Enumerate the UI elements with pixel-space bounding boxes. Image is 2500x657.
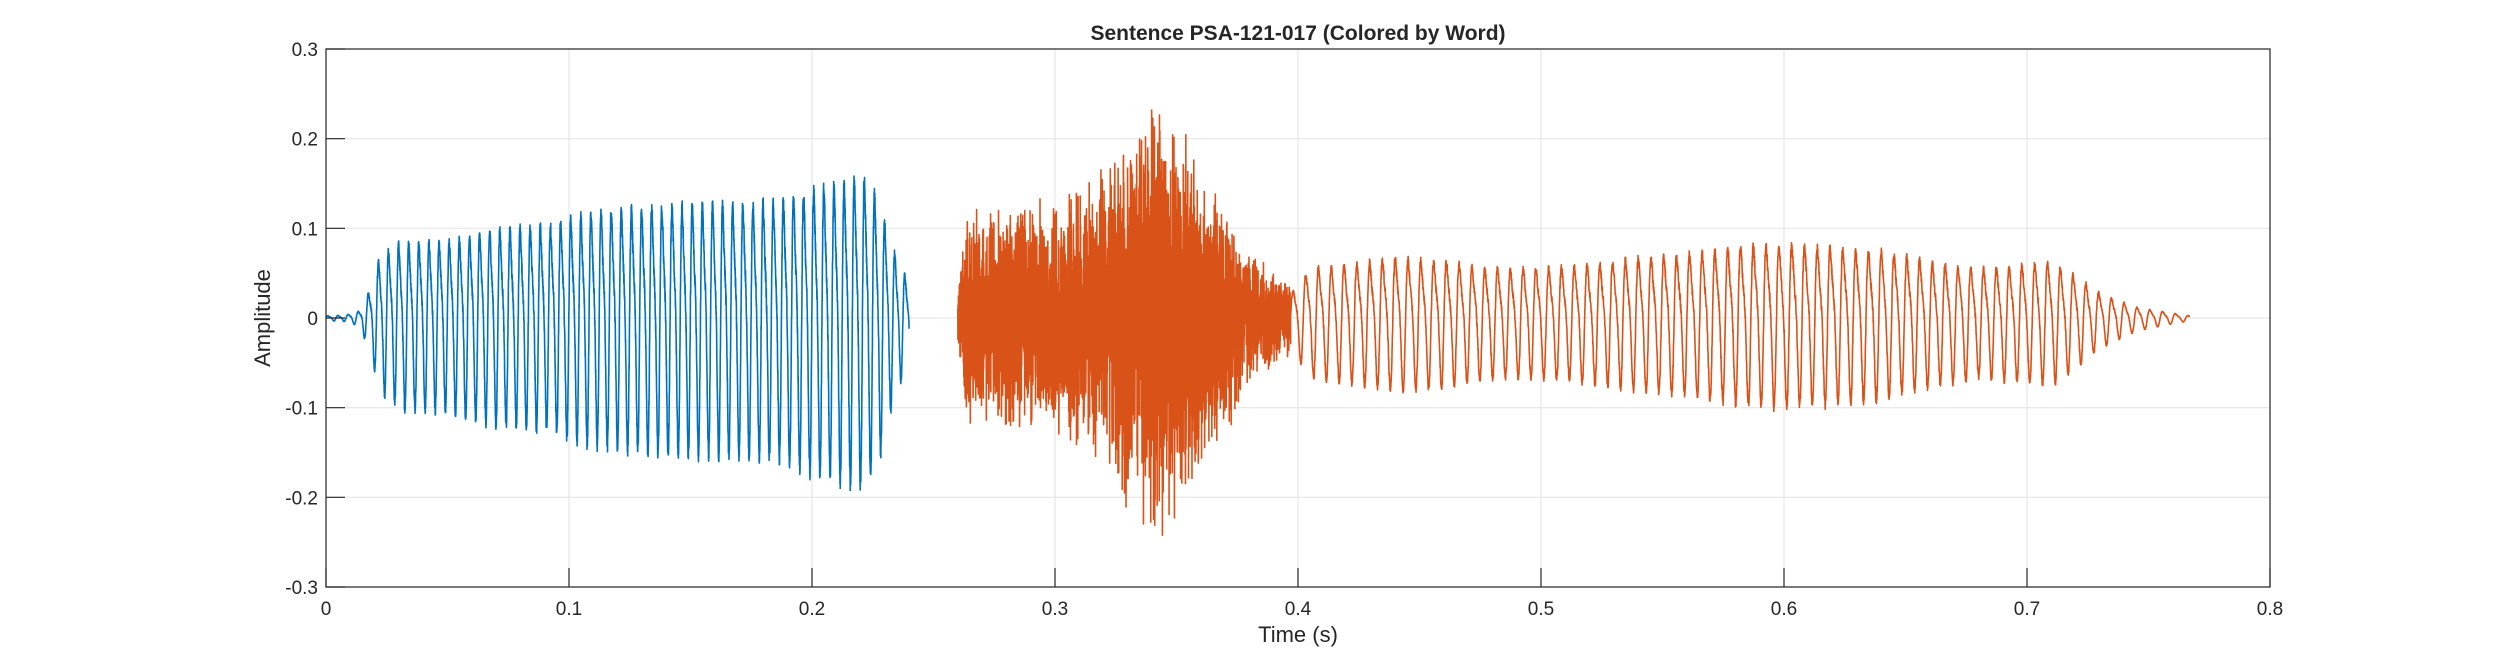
x-tick-label: 0 [321, 599, 332, 620]
x-tick-label: 0.7 [2014, 599, 2040, 620]
series-layer [325, 109, 2191, 537]
y-tick-label: 0.1 [292, 219, 318, 240]
y-tick-label: 0 [307, 309, 318, 330]
axes [325, 48, 2271, 588]
x-tick-label: 0.8 [2257, 599, 2283, 620]
x-tick-label: 0.4 [1285, 599, 1312, 620]
tick-labels: 0 0.1 0.2 0.3 0.4 0.5 0.6 0.7 0.8 -0.3 -0.2 -0.1 0 0.… [285, 40, 2283, 620]
series-2-line [957, 109, 2191, 537]
x-axis-label: Time (s) [1258, 622, 1338, 647]
y-tick-label: -0.1 [285, 399, 318, 420]
series-1-line [325, 175, 910, 492]
y-tick-label: -0.3 [285, 578, 318, 599]
x-tick-label: 0.2 [799, 599, 825, 620]
x-tick-label: 0.5 [1528, 599, 1554, 620]
chart-title: Sentence PSA-121-017 (Colored by Word) [1090, 22, 1505, 45]
x-tick-label: 0.3 [1042, 599, 1068, 620]
x-tick-label: 0.1 [556, 599, 582, 620]
x-tick-label: 0.6 [1771, 599, 1797, 620]
y-tick-label: 0.2 [292, 130, 318, 151]
y-axis-label: Amplitude [250, 269, 275, 367]
y-tick-label: -0.2 [285, 488, 318, 509]
y-tick-label: 0.3 [292, 40, 318, 61]
